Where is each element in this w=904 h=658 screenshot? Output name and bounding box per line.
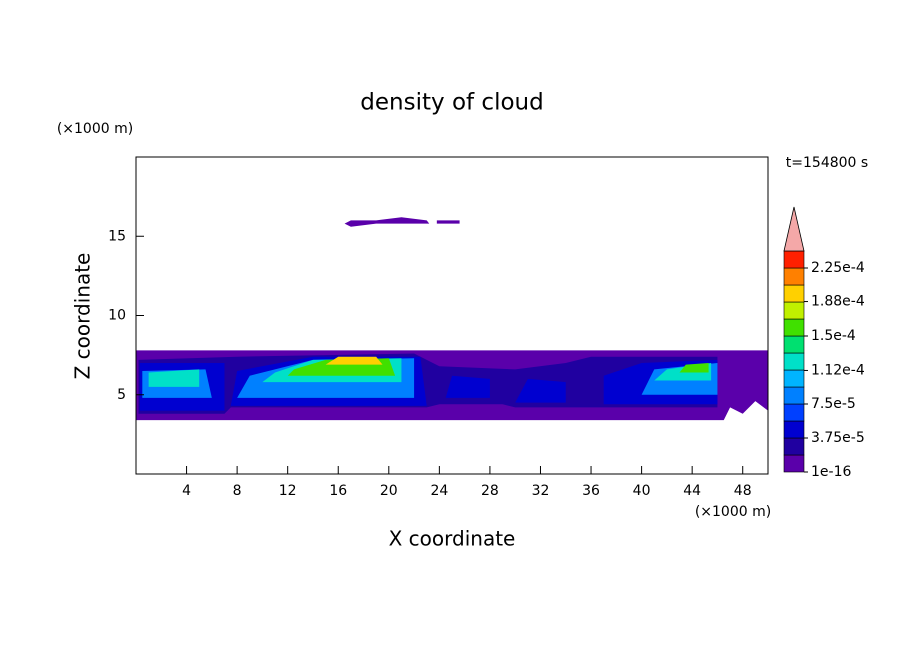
colorbar-tick-label: 1.5e-4 <box>811 328 856 344</box>
colorbar-box <box>783 318 805 337</box>
x-unit: (×1000 m) <box>695 504 771 520</box>
x-tick-label: 44 <box>683 483 701 499</box>
contour-field <box>136 217 768 421</box>
y-tick-label: 5 <box>117 387 126 403</box>
y-axis-label: Z coordinate <box>71 253 95 380</box>
x-tick-label: 32 <box>532 483 550 499</box>
contour-region <box>325 356 383 365</box>
contour-region <box>679 363 709 373</box>
colorbar-box <box>783 335 805 354</box>
x-tick-label: 28 <box>481 483 499 499</box>
x-tick-label: 4 <box>182 483 191 499</box>
colorbar-box <box>783 284 805 303</box>
colorbar-extend <box>783 206 805 252</box>
contour-region <box>148 369 200 387</box>
chart-title: density of cloud <box>360 90 543 116</box>
y-unit: (×1000 m) <box>57 121 133 137</box>
colorbar-box <box>783 386 805 405</box>
colorbar-box <box>783 250 805 269</box>
contour-region <box>515 378 566 403</box>
y-tick-label: 10 <box>108 308 126 324</box>
contour-region <box>344 217 430 227</box>
annotation: t=154800 s <box>786 155 868 171</box>
colorbar-tick-label: 1.88e-4 <box>811 294 865 310</box>
x-tick-label: 36 <box>582 483 600 499</box>
colorbar-tick-label: 1e-16 <box>811 464 851 480</box>
x-tick-label: 48 <box>734 483 752 499</box>
colorbar-box <box>783 369 805 388</box>
colorbar-box <box>783 352 805 371</box>
colorbar-box <box>783 454 805 473</box>
x-tick-label: 16 <box>329 483 347 499</box>
x-tick-label: 20 <box>380 483 398 499</box>
x-tick-label: 8 <box>233 483 242 499</box>
x-tick-label: 24 <box>430 483 448 499</box>
colorbar-box <box>783 301 805 320</box>
y-tick-label: 15 <box>108 228 126 244</box>
x-tick-label: 12 <box>279 483 297 499</box>
colorbar-tick-label: 7.5e-5 <box>811 396 856 412</box>
colorbar-tick-label: 1.12e-4 <box>811 362 865 378</box>
colorbar-box <box>783 420 805 439</box>
x-tick-label: 40 <box>633 483 651 499</box>
colorbar-tick-label: 3.75e-5 <box>811 430 865 446</box>
colorbar-box <box>783 437 805 456</box>
contour-region <box>445 375 490 398</box>
colorbar-box <box>783 267 805 286</box>
x-axis-label: X coordinate <box>389 527 516 551</box>
plot-frame <box>135 156 769 475</box>
contour-region <box>436 220 460 224</box>
colorbar-tick-label: 2.25e-4 <box>811 260 865 276</box>
colorbar-box <box>783 403 805 422</box>
